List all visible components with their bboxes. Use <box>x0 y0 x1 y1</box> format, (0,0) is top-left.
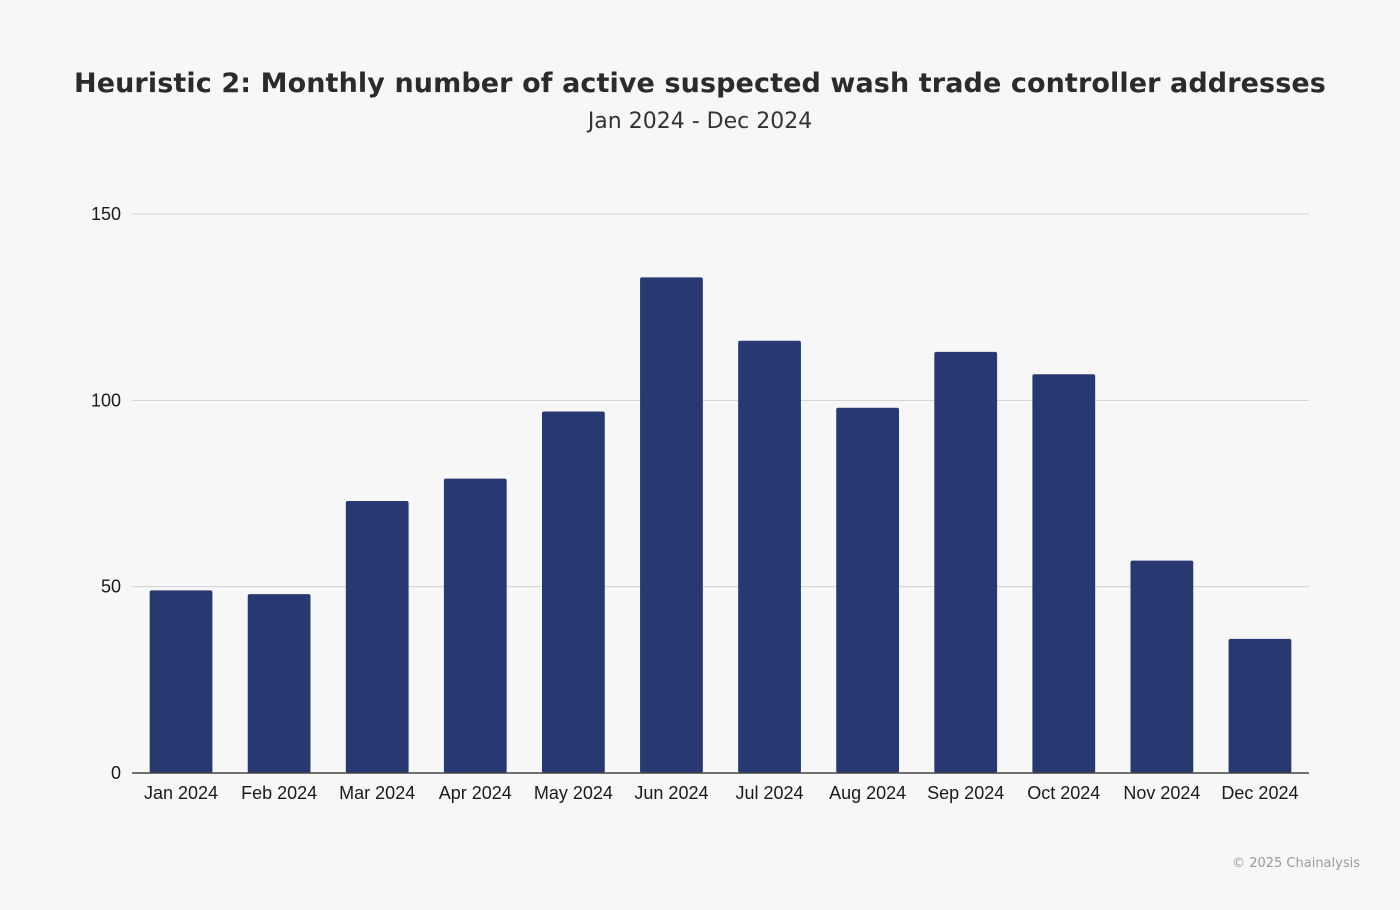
y-tick-label: 50 <box>101 577 121 597</box>
bar <box>1032 374 1096 773</box>
y-tick-label: 0 <box>111 763 121 783</box>
x-tick-label: Jul 2024 <box>736 783 804 803</box>
tick-labels: 0 50 100 150 Jan 2024 Feb 2024 Mar 2024 Apr 202… <box>91 204 1299 803</box>
x-tick-label: May 2024 <box>534 783 613 803</box>
x-tick-label: Dec 2024 <box>1221 783 1298 803</box>
x-tick-label: Oct 2024 <box>1027 783 1100 803</box>
y-tick-label: 150 <box>91 204 121 224</box>
bar <box>443 478 507 773</box>
chart-subtitle: Jan 2024 - Dec 2024 <box>587 109 813 134</box>
bar <box>836 407 900 773</box>
bar <box>934 351 998 773</box>
x-tick-label: Jan 2024 <box>144 783 218 803</box>
x-tick-label: Mar 2024 <box>339 783 415 803</box>
copyright-notice: © 2025 Chainalysis <box>1232 856 1360 871</box>
bar <box>1228 638 1292 773</box>
bar <box>345 500 409 773</box>
x-tick-label: Nov 2024 <box>1123 783 1200 803</box>
x-tick-label: Sep 2024 <box>927 783 1004 803</box>
x-tick-label: Jun 2024 <box>634 783 708 803</box>
bar <box>640 277 703 773</box>
x-tick-label: Aug 2024 <box>829 783 906 803</box>
bars <box>149 277 1292 773</box>
x-tick-label: Feb 2024 <box>241 783 317 803</box>
bar <box>1130 560 1194 773</box>
bar <box>541 411 605 773</box>
bar <box>149 590 213 773</box>
x-tick-label: Apr 2024 <box>439 783 512 803</box>
y-tick-label: 100 <box>91 390 121 410</box>
bar <box>247 594 311 773</box>
bar <box>738 340 801 773</box>
chart-title: Heuristic 2: Monthly number of active su… <box>74 68 1326 99</box>
gridlines <box>132 213 1309 588</box>
